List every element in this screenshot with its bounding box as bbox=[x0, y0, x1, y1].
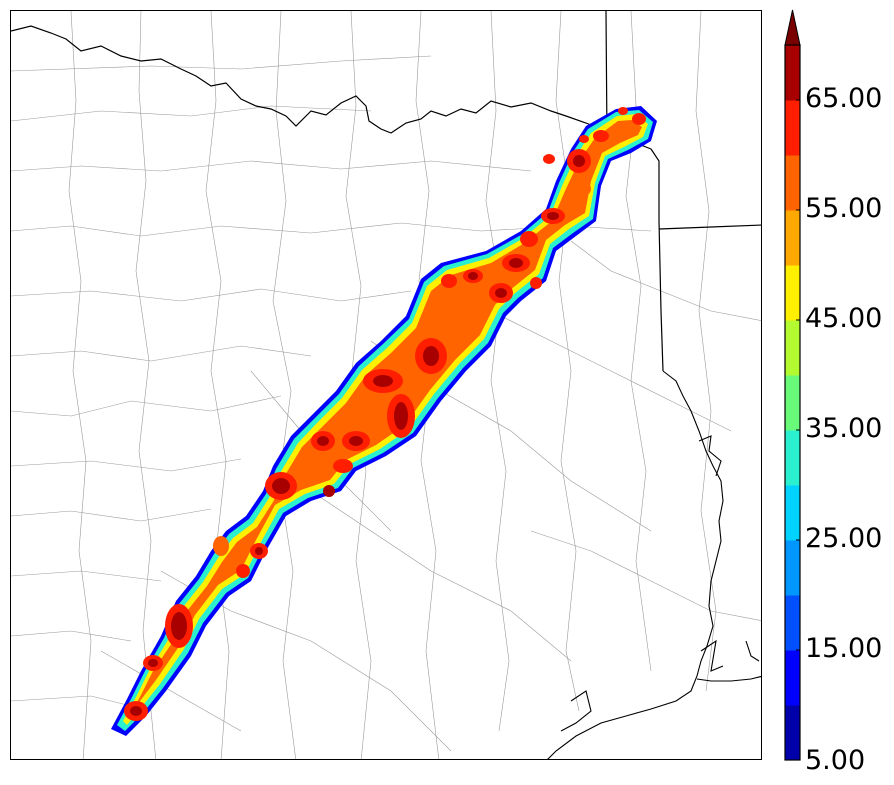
colorbar-tick-label: 65.00 bbox=[805, 83, 883, 114]
colorbar-swatch bbox=[785, 320, 800, 376]
colorbar-extend-arrow bbox=[784, 9, 801, 46]
reflectivity-map bbox=[10, 10, 762, 760]
colorbar-swatch bbox=[785, 265, 800, 321]
colorbar-swatch bbox=[785, 540, 800, 596]
colorbar-swatch bbox=[785, 595, 800, 651]
colorbar: 5.00 15.00 25.00 35.00 45.00 55.00 65.00 bbox=[783, 8, 894, 778]
colorbar-tick-label: 25.00 bbox=[805, 523, 883, 554]
colorbar-frame bbox=[784, 44, 801, 761]
colorbar-swatch bbox=[785, 430, 800, 486]
colorbar-swatch bbox=[785, 705, 800, 761]
colorbar-swatch bbox=[785, 100, 800, 156]
reflectivity-swath bbox=[111, 106, 657, 736]
colorbar-tick-label: 55.00 bbox=[805, 193, 883, 224]
reflectivity-cores bbox=[124, 107, 646, 721]
colorbar-tick-label: 15.00 bbox=[805, 633, 883, 664]
colorbar-tick-label: 35.00 bbox=[805, 413, 883, 444]
colorbar-min-label: 5.00 bbox=[805, 745, 866, 776]
state-boundaries bbox=[11, 11, 761, 372]
colorbar-swatch bbox=[785, 45, 800, 101]
colorbar-swatch bbox=[785, 485, 800, 541]
colorbar-tick-label: 45.00 bbox=[805, 303, 883, 334]
colorbar-swatch bbox=[785, 375, 800, 431]
colorbar-swatch bbox=[785, 155, 800, 211]
colorbar-swatch bbox=[785, 210, 800, 266]
colorbar-swatches bbox=[784, 9, 801, 761]
colorbar-swatch bbox=[785, 650, 800, 706]
coastline bbox=[547, 370, 761, 759]
